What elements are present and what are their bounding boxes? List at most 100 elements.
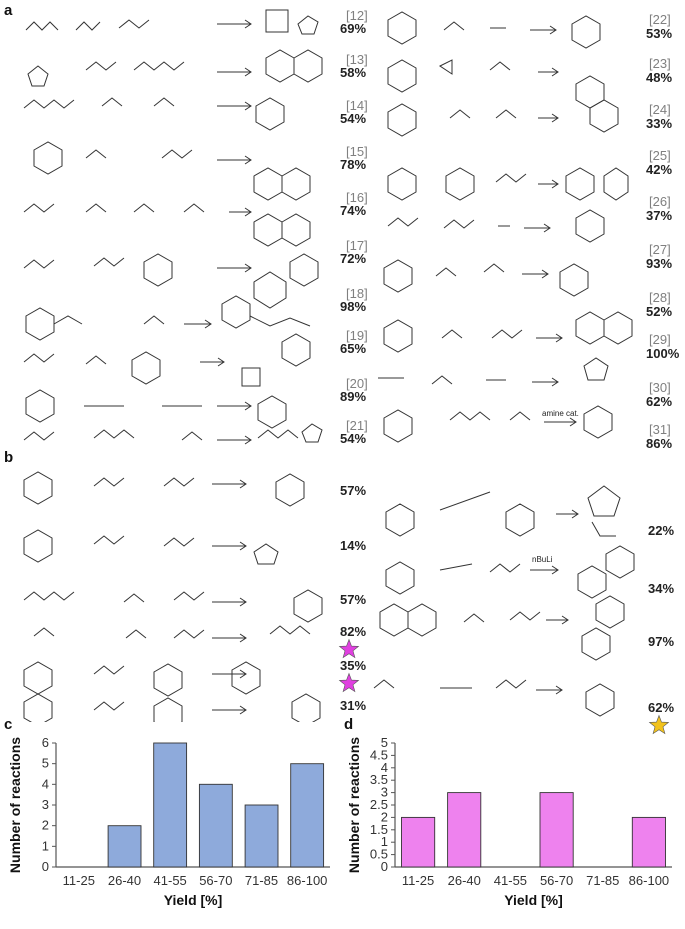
x-tick-label: 86-100: [629, 873, 669, 888]
x-tick-label: 41-55: [494, 873, 527, 888]
reference-number: [18]: [346, 286, 368, 301]
bar-26-40: [107, 825, 142, 868]
yield-value: 57%: [340, 592, 367, 607]
reference-number: [20]: [346, 376, 368, 391]
bar-86-100: [631, 816, 666, 868]
y-tick-label: 2: [381, 809, 388, 824]
y-tick-label: 1.5: [370, 822, 388, 837]
x-axis-title: Yield [%]: [164, 892, 223, 908]
reference-number: [14]: [346, 98, 368, 113]
y-axis-title: Number of reactions: [7, 737, 23, 873]
reference-number: [15]: [346, 144, 368, 159]
yield-value: 93%: [646, 256, 673, 271]
reference-number: [27]: [649, 242, 671, 257]
yield-histograms: 0 1 2 3 4 5 6 11-25 26-40 41-55 56-70 71-85 86-100 Yi…: [7, 735, 672, 908]
yield-value: 69%: [340, 21, 367, 36]
y-tick-label: 4: [42, 776, 49, 791]
yield-value: 57%: [340, 483, 367, 498]
y-tick-label: 3.5: [370, 772, 388, 787]
yield-value: 42%: [646, 162, 673, 177]
x-tick-label: 71-85: [245, 873, 278, 888]
reference-number: [26]: [649, 194, 671, 209]
panel-label-c: c: [4, 716, 13, 733]
yield-value: 52%: [646, 304, 673, 319]
yield-value: 72%: [340, 251, 367, 266]
panel-label-a: a: [4, 2, 13, 19]
panel-b-right-schemes: nBuLi: [373, 485, 635, 717]
reference-number: [23]: [649, 56, 671, 71]
yield-value: 65%: [340, 341, 367, 356]
reference-number: [22]: [649, 12, 671, 27]
yield-value: 22%: [648, 523, 675, 538]
yield-value: 34%: [648, 581, 675, 596]
y-tick-label: 5: [42, 756, 49, 771]
yield-value: 54%: [340, 431, 367, 446]
yield-value: 35%: [340, 658, 367, 673]
bar-56-70: [198, 783, 233, 868]
bar-26-40: [447, 792, 482, 868]
panel-label-b: b: [4, 449, 14, 466]
gold-star-icon: [648, 714, 670, 735]
bar-86-100: [290, 763, 325, 868]
x-tick-label: 71-85: [586, 873, 619, 888]
panel-b-left-schemes: [23, 471, 323, 722]
x-tick-label: 11-25: [402, 873, 434, 888]
amine-cat-label: amine cat.: [542, 409, 579, 418]
yield-value: 89%: [340, 389, 367, 404]
reference-number: [21]: [346, 418, 368, 433]
reference-number: [25]: [649, 148, 671, 163]
reference-number: [28]: [649, 290, 671, 305]
y-tick-label: 4: [381, 760, 388, 775]
x-tick-label: 56-70: [540, 873, 573, 888]
x-tick-label: 26-40: [448, 873, 481, 888]
yield-value: 14%: [340, 538, 367, 553]
y-tick-label: 3: [381, 785, 388, 800]
pink-star-icon: [338, 638, 360, 659]
reference-number: [19]: [346, 328, 368, 343]
yield-value: 54%: [340, 111, 367, 126]
yield-value: 62%: [648, 700, 675, 715]
y-tick-label: 0.5: [370, 847, 388, 862]
bar-56-70: [539, 792, 574, 868]
yield-value: 48%: [646, 70, 673, 85]
reference-number: [29]: [649, 332, 671, 347]
y-tick-label: 0: [381, 859, 388, 874]
bar-11-25: [401, 816, 436, 868]
y-tick-label: 1: [42, 838, 49, 853]
yield-value: 31%: [340, 698, 367, 713]
yield-value: 100%: [646, 346, 680, 361]
y-tick-label: 4.5: [370, 747, 388, 762]
reference-number: [24]: [649, 102, 671, 117]
panel-label-d: d: [344, 716, 354, 733]
y-axis-title: Number of reactions: [346, 737, 362, 873]
yield-value: 37%: [646, 208, 673, 223]
reference-number: [12]: [346, 8, 368, 23]
reference-number: [13]: [346, 52, 368, 67]
x-tick-label: 86-100: [287, 873, 327, 888]
reference-number: [31]: [649, 422, 671, 437]
bar-41-55: [153, 742, 188, 868]
yield-value: 86%: [646, 436, 673, 451]
y-tick-label: 6: [42, 735, 49, 750]
x-axis-title: Yield [%]: [504, 892, 563, 908]
yield-value: 62%: [646, 394, 673, 409]
y-tick-label: 2.5: [370, 797, 388, 812]
pink-star-icon: [338, 672, 360, 693]
x-tick-label: 41-55: [154, 873, 187, 888]
reference-number: [17]: [346, 238, 368, 253]
panel-a-right-schemes: amine cat.: [378, 11, 633, 443]
yield-value: 74%: [340, 203, 367, 218]
x-tick-label: 26-40: [108, 873, 141, 888]
nbuli-label: nBuLi: [532, 555, 553, 564]
panel-a-left-schemes: [23, 9, 323, 445]
y-tick-label: 1: [381, 834, 388, 849]
yield-value: 78%: [340, 157, 367, 172]
x-tick-label: 11-25: [63, 873, 95, 888]
y-tick-label: 0: [42, 859, 49, 874]
yield-value: 98%: [340, 299, 367, 314]
reference-number: [16]: [346, 190, 368, 205]
yield-value: 82%: [340, 624, 367, 639]
y-tick-label: 3: [42, 797, 49, 812]
x-tick-label: 56-70: [199, 873, 232, 888]
yield-value: 58%: [340, 65, 367, 80]
